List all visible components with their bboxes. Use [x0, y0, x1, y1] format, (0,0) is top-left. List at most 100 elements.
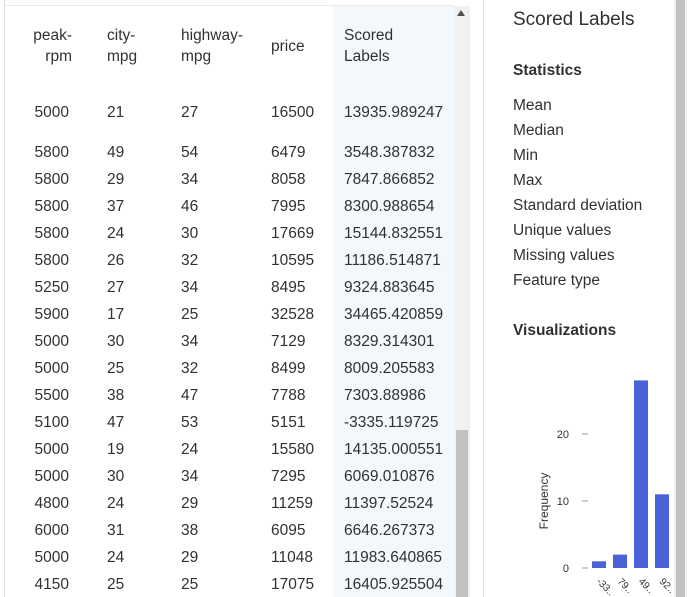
visualizations-heading: Visualizations: [513, 322, 617, 339]
column-header-price[interactable]: price: [271, 38, 305, 55]
table-cell-scored_labels: 11186.514871: [344, 252, 441, 269]
table-cell-city_mpg: 24: [107, 495, 125, 512]
table-top-border: [4, 5, 454, 6]
table-cell-peak_rpm: 4800: [34, 495, 69, 512]
x-tick-label: 79..: [615, 576, 635, 596]
stat-label-standard-deviation: Standard deviation: [513, 197, 643, 214]
table-cell-scored_labels: 6646.267373: [344, 522, 435, 539]
table-cell-scored_labels: 11983.640865: [344, 549, 442, 566]
table-cell-peak_rpm: 5000: [34, 549, 69, 566]
table-cell-price: 32528: [271, 306, 315, 323]
table-cell-scored_labels: 11397.52524: [344, 495, 434, 512]
table-cell-peak_rpm: 5000: [34, 468, 69, 485]
table-cell-price: 7788: [271, 387, 306, 404]
table-cell-highway_mpg: 27: [181, 104, 199, 121]
table-cell-scored_labels: 8329.314301: [344, 333, 435, 350]
table-cell-highway_mpg: 38: [181, 522, 199, 539]
panel-gap: [473, 0, 483, 597]
table-cell-price: 8058: [271, 171, 306, 188]
table-cell-city_mpg: 21: [107, 104, 125, 121]
table-cell-peak_rpm: 5800: [34, 252, 69, 269]
y-tick-label: 10: [557, 496, 569, 508]
stats-scrollbar-thumb[interactable]: [676, 0, 685, 597]
table-cell-peak_rpm: 5800: [34, 225, 69, 242]
column-header-peak_rpm[interactable]: peak- rpm: [33, 27, 72, 65]
table-cell-peak_rpm: 5800: [34, 198, 69, 215]
x-tick-label: 49..: [636, 576, 656, 596]
table-cell-scored_labels: 7303.88986: [344, 387, 426, 404]
table-cell-peak_rpm: 5900: [34, 306, 69, 323]
table-cell-city_mpg: 37: [107, 198, 125, 215]
scored-labels-column-highlight: [333, 6, 454, 597]
table-cell-price: 8495: [271, 279, 306, 296]
table-cell-peak_rpm: 5500: [34, 387, 69, 404]
table-cell-highway_mpg: 34: [181, 279, 199, 296]
table-cell-scored_labels: 3548.387832: [344, 144, 435, 161]
stat-label-missing-values: Missing values: [513, 247, 615, 264]
table-cell-scored_labels: 8300.988654: [344, 198, 435, 215]
table-cell-peak_rpm: 5000: [34, 360, 69, 377]
stats-panel-scrollbar[interactable]: [674, 0, 687, 597]
table-cell-highway_mpg: 54: [181, 144, 199, 161]
table-cell-peak_rpm: 5000: [34, 333, 69, 350]
table-cell-city_mpg: 47: [107, 414, 125, 431]
table-cell-peak_rpm: 6000: [34, 522, 69, 539]
table-cell-scored_labels: 15144.832551: [344, 225, 444, 242]
x-tick-label: -33..: [594, 576, 616, 597]
scroll-up-arrow-icon[interactable]: [457, 10, 465, 16]
table-cell-peak_rpm: 5100: [34, 414, 69, 431]
column-header-city_mpg[interactable]: city- mpg: [107, 27, 138, 65]
table-cell-highway_mpg: 30: [181, 225, 199, 242]
column-header-scored_labels[interactable]: Scored Labels: [344, 27, 394, 65]
table-cell-scored_labels: -3335.119725: [344, 414, 439, 431]
table-cell-highway_mpg: 34: [181, 171, 199, 188]
table-cell-peak_rpm: 5000: [34, 104, 69, 121]
stat-label-max: Max: [513, 172, 543, 189]
stat-label-min: Min: [513, 147, 538, 164]
stats-panel-title: Scored Labels: [513, 9, 635, 30]
histogram-svg: 0 10 20 Frequency -33.. 79.. 49.. 92..: [537, 380, 674, 597]
table-cell-highway_mpg: 24: [181, 441, 199, 458]
table-cell-scored_labels: 7847.866852: [344, 171, 435, 188]
table-cell-city_mpg: 27: [107, 279, 125, 296]
table-cell-price: 5151: [271, 414, 306, 431]
stat-label-feature-type: Feature type: [513, 272, 601, 289]
table-cell-price: 7995: [271, 198, 306, 215]
table-cell-city_mpg: 24: [107, 549, 125, 566]
table-cell-highway_mpg: 34: [181, 333, 199, 350]
table-cell-highway_mpg: 46: [181, 198, 199, 215]
y-axis-label: Frequency: [537, 473, 551, 530]
table-cell-city_mpg: 30: [107, 333, 125, 350]
table-cell-city_mpg: 25: [107, 360, 125, 377]
table-cell-peak_rpm: 4150: [34, 576, 69, 593]
table-cell-city_mpg: 30: [107, 468, 125, 485]
table-cell-price: 7129: [271, 333, 306, 350]
table-vertical-scrollbar[interactable]: [454, 6, 470, 597]
table-cell-city_mpg: 38: [107, 387, 125, 404]
column-header-highway_mpg[interactable]: highway- mpg: [181, 27, 244, 65]
y-tick-label: 0: [563, 563, 569, 575]
statistics-heading: Statistics: [513, 62, 582, 79]
column-statistics-panel: Scored Labels Statistics Mean Median Min Ma…: [484, 0, 687, 597]
table-cell-highway_mpg: 29: [181, 549, 199, 566]
table-cell-city_mpg: 31: [107, 522, 125, 539]
y-tick-label: 20: [557, 429, 569, 441]
table-cell-highway_mpg: 53: [181, 414, 199, 431]
table-cell-highway_mpg: 25: [181, 306, 199, 323]
table-cell-scored_labels: 13935.989247: [344, 104, 444, 121]
dataset-table: peak- rpm city- mpg highway- mpg price Score…: [4, 0, 470, 597]
histogram-chart: 0 10 20 Frequency -33.. 79.. 49.. 92..: [484, 360, 674, 597]
table-cell-city_mpg: 24: [107, 225, 125, 242]
table-cell-price: 7295: [271, 468, 306, 485]
table-scrollbar-thumb[interactable]: [456, 430, 468, 597]
table-left-border: [4, 0, 5, 597]
table-cell-price: 6095: [271, 522, 306, 539]
stat-label-median: Median: [513, 122, 564, 139]
panel-divider: [483, 0, 484, 597]
table-cell-peak_rpm: 5800: [34, 144, 69, 161]
table-cell-highway_mpg: 32: [181, 360, 199, 377]
table-cell-highway_mpg: 25: [181, 576, 199, 593]
histogram-bar: [634, 380, 648, 568]
histogram-bar: [592, 561, 606, 568]
table-cell-city_mpg: 26: [107, 252, 125, 269]
